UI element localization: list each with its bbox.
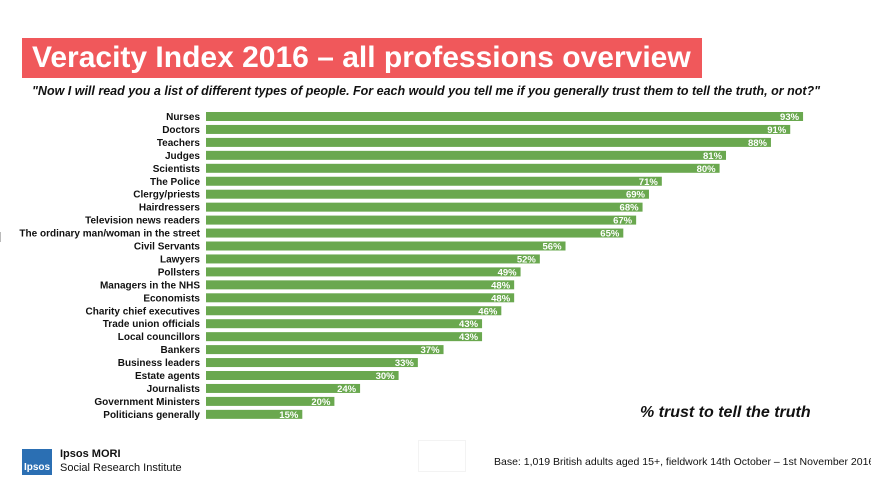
bar xyxy=(206,319,483,329)
data-label: 67% xyxy=(613,216,633,227)
bar xyxy=(206,202,643,212)
data-label: 30% xyxy=(376,371,396,382)
bar-chart: Nurses 93% Doctors 91% Teachers 88% Judges 81% S… xyxy=(19,112,804,421)
category-label: Pollsters xyxy=(158,267,201,278)
category-label: Estate agents xyxy=(135,371,200,382)
data-label: 46% xyxy=(478,306,498,317)
data-label: 65% xyxy=(600,229,620,240)
bar xyxy=(206,306,502,316)
bar xyxy=(206,383,361,393)
brand-block: Ipsos MORI Social Research Institute xyxy=(60,447,182,475)
category-label: Business leaders xyxy=(118,358,201,369)
faint-placeholder xyxy=(418,440,466,472)
category-label: Hairdressers xyxy=(139,203,201,214)
data-label: 68% xyxy=(620,203,640,214)
category-label: Doctors xyxy=(162,125,200,136)
category-label: Television news readers xyxy=(85,216,200,227)
category-label: Judges xyxy=(165,151,200,162)
base-note: Base: 1,019 British adults aged 15+, fie… xyxy=(494,456,871,468)
bar xyxy=(206,267,521,277)
data-label: 48% xyxy=(491,293,511,304)
data-label: 71% xyxy=(639,177,659,188)
bar xyxy=(206,150,727,160)
category-label: Clergy/priests xyxy=(133,190,200,201)
bar xyxy=(206,228,624,238)
measure-label: % trust to tell the truth xyxy=(640,404,811,421)
bar xyxy=(206,189,649,199)
data-label: 88% xyxy=(748,138,768,149)
category-label: Politicians generally xyxy=(103,410,200,421)
category-label: Teachers xyxy=(157,138,201,149)
data-label: 81% xyxy=(703,151,723,162)
bar xyxy=(206,241,566,251)
data-label: 80% xyxy=(697,164,717,175)
data-label: 43% xyxy=(459,332,479,343)
data-label: 33% xyxy=(395,358,415,369)
question-subtitle: "Now I will read you a list of different… xyxy=(32,84,821,98)
category-label: Bankers xyxy=(161,345,201,356)
data-label: 20% xyxy=(311,397,331,408)
bar xyxy=(206,332,483,342)
category-label: Trade union officials xyxy=(103,319,201,330)
category-label: The ordinary man/woman in the street xyxy=(19,229,200,240)
bar xyxy=(206,163,720,173)
category-label: Lawyers xyxy=(160,254,200,265)
bar xyxy=(206,396,335,406)
category-label: Managers in the NHS xyxy=(100,280,200,291)
bar xyxy=(206,137,771,147)
bar xyxy=(206,371,399,380)
category-label: Economists xyxy=(143,293,200,304)
bar xyxy=(206,280,515,290)
title-banner: Veracity Index 2016 – all professions ov… xyxy=(22,38,702,78)
data-label: 56% xyxy=(543,242,563,253)
data-label: 49% xyxy=(498,267,518,278)
category-label: Journalists xyxy=(147,384,201,395)
data-label: 43% xyxy=(459,319,479,330)
bar xyxy=(206,345,444,355)
category-label: Scientists xyxy=(153,164,201,175)
category-label: Local councillors xyxy=(118,332,201,343)
edge-marker xyxy=(0,232,5,242)
data-label: 37% xyxy=(421,345,441,356)
data-label: 93% xyxy=(780,112,800,123)
data-label: 15% xyxy=(279,410,299,421)
category-label: Charity chief executives xyxy=(86,306,201,317)
bar xyxy=(206,293,515,303)
category-label: The Police xyxy=(150,177,200,188)
category-label: Nurses xyxy=(166,112,200,123)
data-label: 69% xyxy=(626,190,646,201)
bar xyxy=(206,254,540,264)
bar xyxy=(206,409,303,419)
category-label: Government Ministers xyxy=(94,397,200,408)
bar xyxy=(206,215,637,225)
bar xyxy=(206,358,418,368)
brand-tagline: Social Research Institute xyxy=(60,462,182,474)
ipsos-logo: Ipsos xyxy=(22,449,52,475)
data-label: 48% xyxy=(491,280,511,291)
data-label: 91% xyxy=(767,125,787,136)
bar xyxy=(206,176,662,186)
category-label: Civil Servants xyxy=(134,242,201,253)
bar xyxy=(206,112,804,121)
brand-name: Ipsos MORI xyxy=(60,448,121,460)
data-label: 24% xyxy=(337,384,357,395)
bar xyxy=(206,124,791,134)
data-label: 52% xyxy=(517,254,537,265)
chart-title: Veracity Index 2016 – all professions ov… xyxy=(32,41,691,74)
